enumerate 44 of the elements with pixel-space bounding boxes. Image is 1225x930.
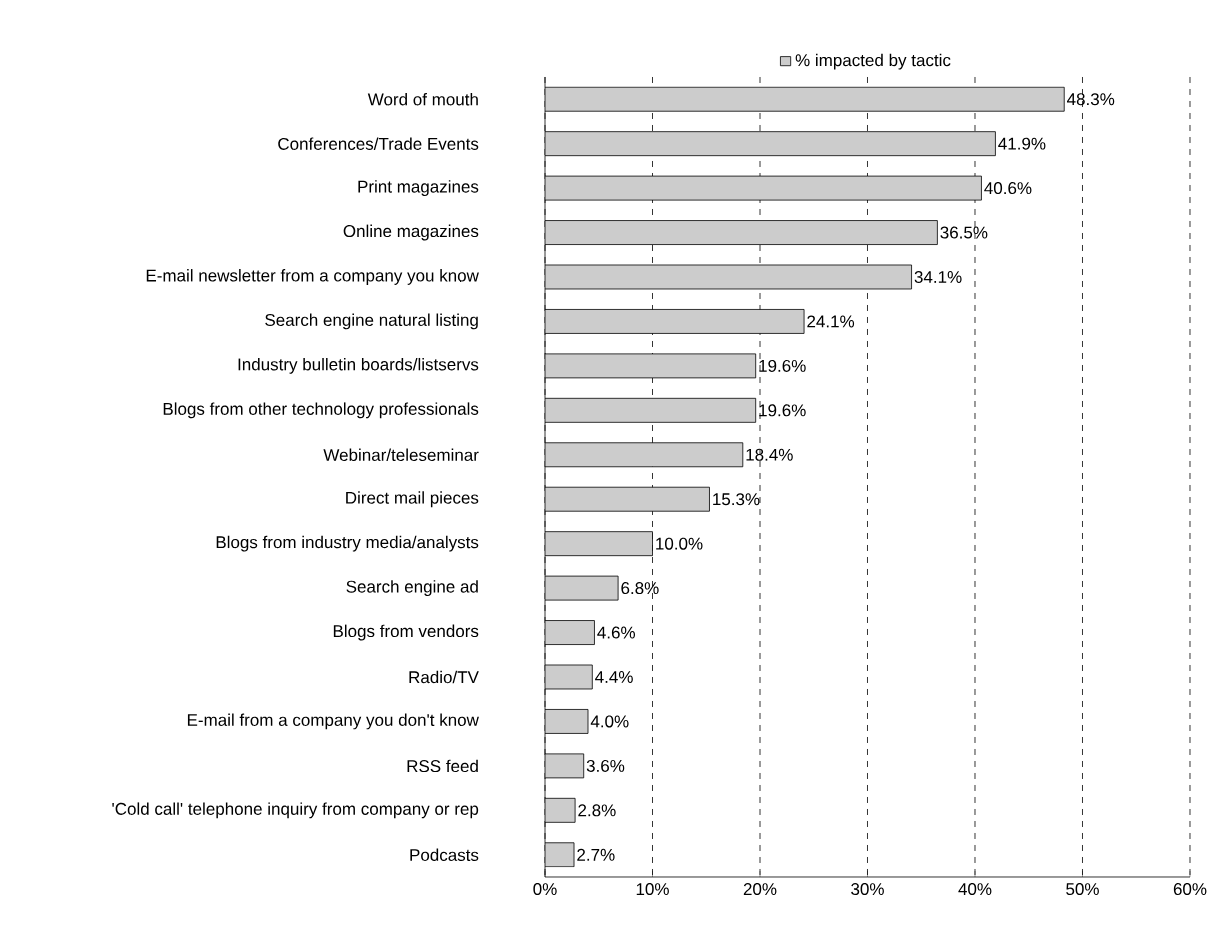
x-tick-label: 10% — [636, 883, 669, 896]
data-label: 41.9% — [998, 137, 1046, 150]
y-tick-label: Blogs from other technology professionals — [163, 402, 479, 419]
y-tick-label: Podcasts — [410, 848, 479, 861]
y-tick-label: E-mail newsletter from a company you know — [146, 269, 479, 285]
data-label: 6.8% — [621, 582, 659, 595]
data-label: 4.0% — [590, 715, 629, 728]
x-tick-label: 40% — [958, 883, 992, 896]
data-label: 2.8% — [578, 804, 616, 817]
data-label: 19.6% — [759, 404, 806, 417]
data-label: 15.3% — [713, 493, 760, 506]
y-tick-label: 'Cold call' telephone inquiry from company or rep — [112, 802, 479, 819]
data-label: 36.5% — [940, 226, 988, 239]
y-tick-label: Conferences/Trade Events — [278, 137, 479, 150]
data-label: 40.6% — [984, 182, 1032, 195]
data-label: 18.4% — [746, 448, 793, 461]
y-tick-label: Blogs from vendors — [333, 624, 479, 641]
y-tick-label: Word of mouth — [367, 92, 478, 106]
x-tick-label: 0% — [533, 883, 557, 896]
y-tick-label: Search engine natural listing — [265, 313, 478, 330]
x-tick-label: 20% — [743, 883, 777, 896]
y-tick-label: Radio/TV — [409, 670, 479, 684]
y-tick-label: Direct mail pieces — [346, 491, 479, 508]
legend-label: % impacted by tactic — [795, 53, 951, 70]
y-tick-label: Industry bulletin boards/listservs — [238, 357, 479, 374]
y-tick-label: E-mail from a company you don't know — [187, 713, 479, 730]
data-label: 3.6% — [586, 759, 625, 772]
y-tick-label: Online magazines — [343, 224, 479, 241]
y-tick-label: RSS feed — [407, 759, 478, 773]
y-tick-label: Search engine ad — [346, 580, 478, 597]
data-label: 48.3% — [1067, 93, 1115, 106]
y-tick-label: Webinar/teleseminar — [323, 448, 479, 462]
y-tick-label: Blogs from industry media/analysts — [216, 535, 479, 552]
data-label: 34.1% — [914, 270, 962, 283]
data-label: 24.1% — [807, 315, 855, 328]
x-tick-label: 30% — [851, 883, 884, 896]
data-label: 2.7% — [577, 848, 615, 861]
x-tick-label: 60% — [1173, 883, 1207, 896]
y-tick-label: Print magazines — [358, 180, 479, 197]
data-label: 10.0% — [656, 537, 703, 550]
data-label: 19.6% — [759, 359, 806, 372]
data-label: 4.4% — [595, 671, 633, 683]
x-tick-label: 50% — [1066, 883, 1099, 896]
data-label: 4.6% — [597, 626, 636, 639]
